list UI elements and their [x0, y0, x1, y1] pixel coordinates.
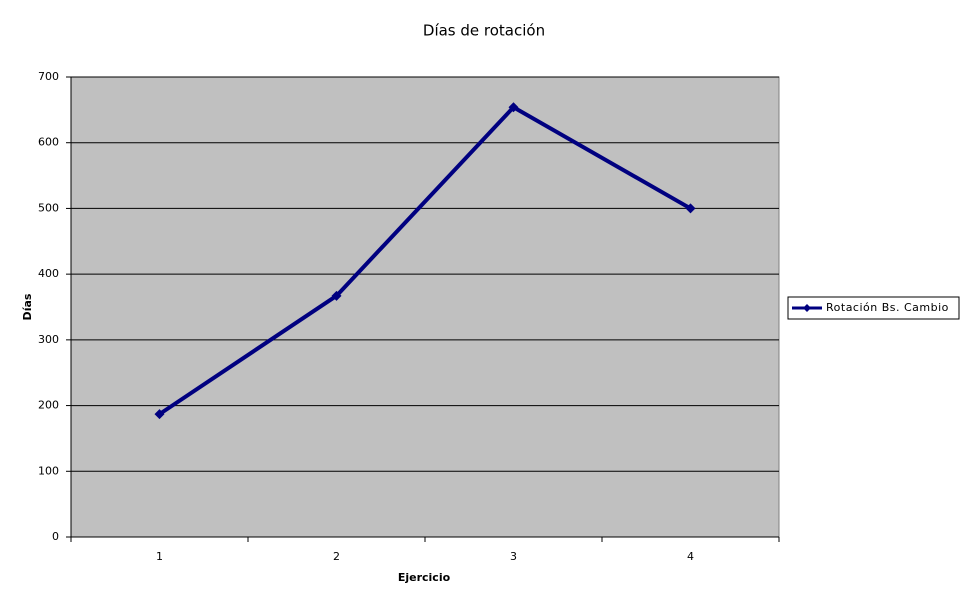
y-tick-label: 100 [38, 464, 59, 477]
data-point [508, 102, 519, 113]
y-tick-label: 500 [38, 201, 59, 214]
y-tick-label: 200 [38, 399, 59, 412]
y-tick-label: 400 [38, 267, 59, 280]
x-axis-title: Ejercicio [398, 571, 451, 584]
series-line [158, 105, 692, 416]
legend-label: Rotación Bs. Cambio [826, 301, 949, 314]
legend-box [787, 296, 960, 320]
data-point [154, 409, 165, 420]
y-tick-label: 300 [38, 333, 59, 346]
y-tick-label: 700 [38, 70, 59, 83]
chart-title: Días de rotación [423, 22, 545, 40]
data-point [331, 290, 342, 301]
y-tick-label: 0 [52, 530, 59, 543]
x-tick-label: 1 [156, 550, 163, 563]
y-axis-title: Días [21, 293, 34, 320]
x-tick-label: 3 [510, 550, 517, 563]
legend-marker [803, 304, 811, 312]
data-point [685, 203, 696, 214]
y-tick-label: 600 [38, 136, 59, 149]
x-tick-label: 4 [687, 550, 694, 563]
x-tick-label: 2 [333, 550, 340, 563]
plot-area [70, 76, 780, 538]
